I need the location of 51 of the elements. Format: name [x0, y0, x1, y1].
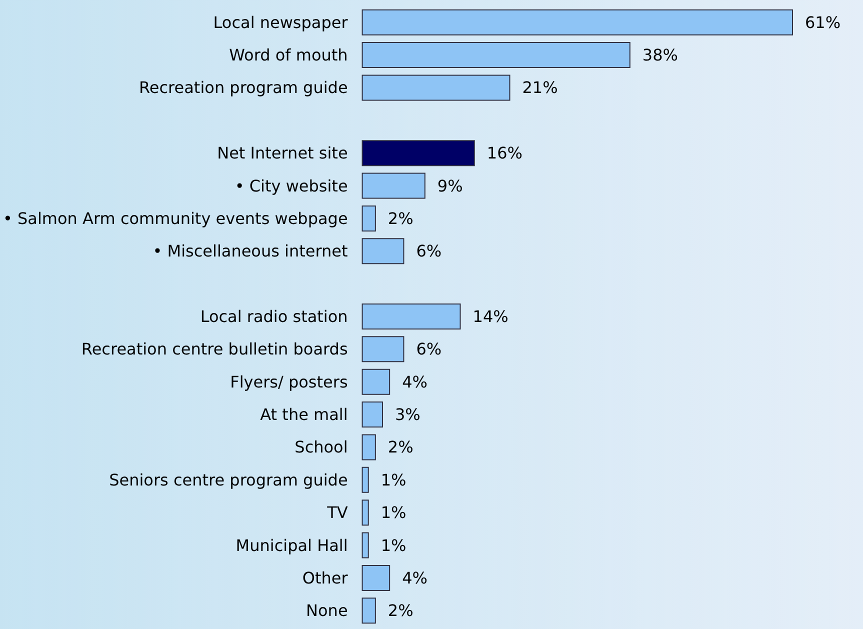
bar [362, 368, 390, 395]
y-tick-label: Recreation program guide [139, 78, 348, 98]
y-tick-label: Recreation centre bulletin boards [81, 340, 348, 359]
y-tick-label: TV [326, 503, 348, 522]
data-label: 1% [380, 503, 406, 522]
bar [362, 598, 376, 624]
y-tick-label: Net Internet site [217, 144, 348, 163]
data-label: 2% [388, 208, 414, 228]
data-label: 1% [380, 470, 406, 490]
data-label: 21% [522, 78, 558, 98]
data-label: 2% [388, 438, 414, 457]
bar [362, 74, 510, 101]
y-tick-label: Word of mouth [229, 46, 348, 65]
bar [362, 564, 390, 591]
data-label: 4% [402, 568, 428, 588]
y-tick-label: School [294, 438, 348, 457]
y-tick-label: Local newspaper [213, 12, 348, 32]
bar [362, 172, 426, 199]
bar [362, 402, 384, 428]
y-tick-label: Flyers/ posters [230, 372, 348, 392]
data-label: 38% [642, 46, 678, 65]
data-label: 61% [805, 12, 841, 32]
bar [362, 336, 404, 362]
data-label: 6% [416, 340, 442, 359]
bar [362, 140, 475, 166]
y-tick-label: Local radio station [200, 307, 348, 326]
y-tick-label: • Salmon Arm community events webpage [3, 208, 348, 228]
bar [362, 434, 376, 460]
data-label: 14% [472, 307, 508, 326]
data-label: 6% [416, 242, 442, 261]
y-tick-label: At the mall [260, 405, 348, 424]
y-tick-label: Seniors centre program guide [109, 470, 348, 490]
data-label: 9% [437, 176, 463, 196]
data-label: 4% [402, 372, 428, 392]
bar [362, 42, 630, 68]
y-tick-label: Other [302, 568, 348, 588]
y-tick-label: Municipal Hall [236, 536, 348, 555]
y-tick-label: None [306, 601, 348, 620]
data-label: 1% [380, 536, 406, 555]
data-label: 16% [486, 144, 522, 163]
bar [362, 532, 369, 558]
bar [362, 466, 369, 493]
bar [362, 304, 461, 330]
y-tick-label: • Miscellaneous internet [152, 242, 348, 261]
bar [362, 9, 793, 36]
bar [362, 205, 376, 232]
bar [362, 238, 404, 264]
y-tick-label: • City website [234, 176, 348, 196]
data-label: 2% [388, 601, 414, 620]
data-label: 3% [395, 405, 420, 424]
bar [362, 500, 369, 526]
